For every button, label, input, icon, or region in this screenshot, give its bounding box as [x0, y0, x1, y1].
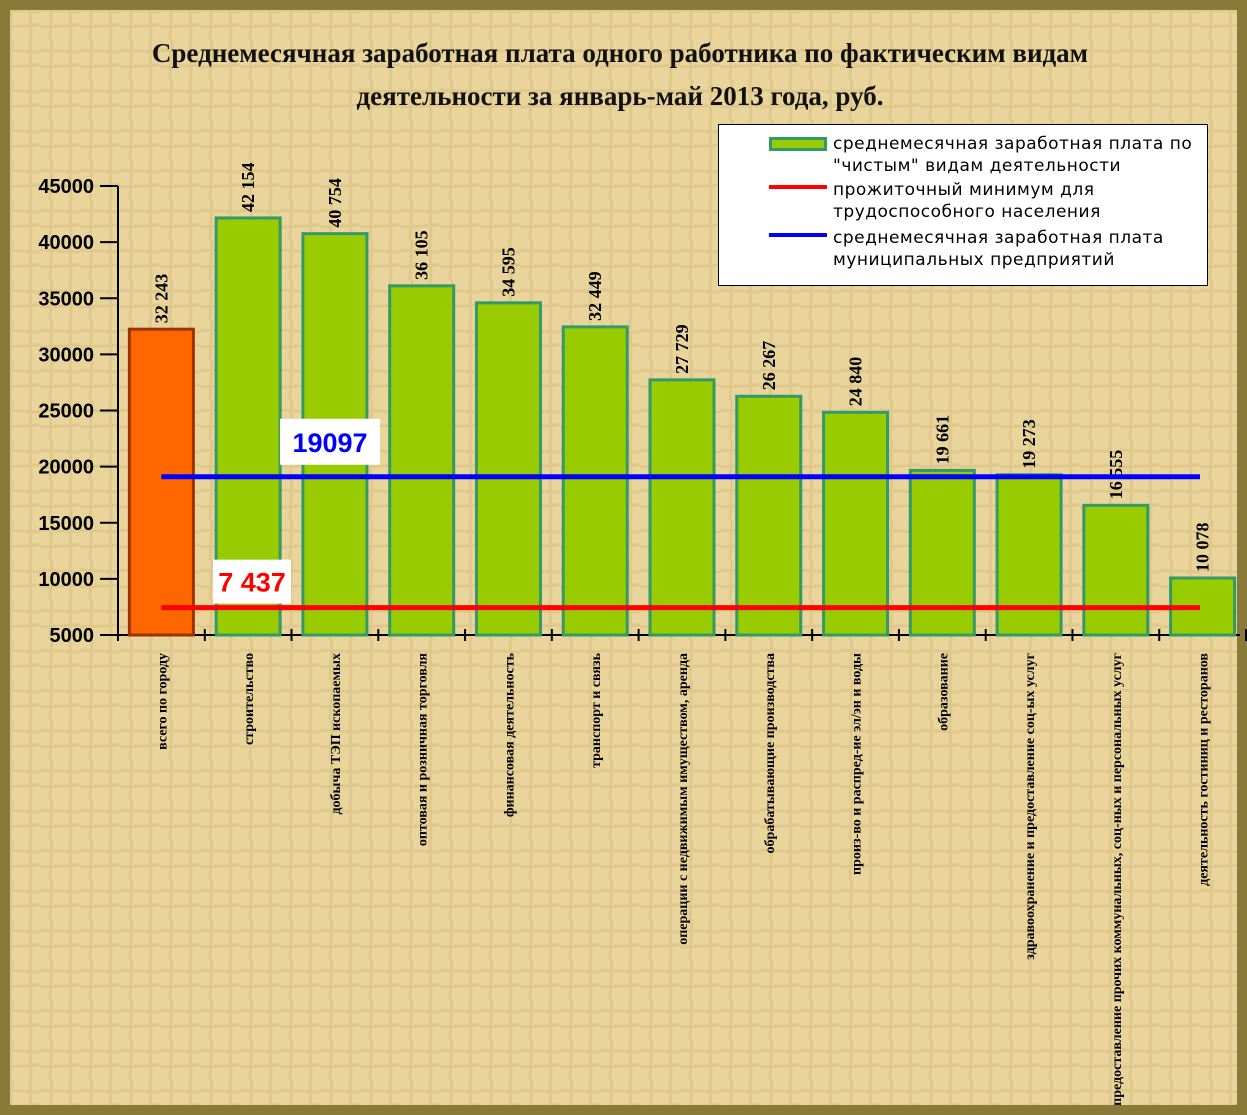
value-label: 42 154 — [238, 162, 258, 212]
y-tick-label: 5000 — [50, 625, 95, 647]
y-tick-label: 15000 — [38, 513, 94, 535]
x-tick-label: транспорт и связь — [589, 652, 604, 768]
y-tick-label: 20000 — [38, 457, 94, 479]
legend-entry: прожиточный минимум для трудоспособного … — [833, 180, 1101, 222]
bar — [648, 378, 716, 637]
value-label: 24 840 — [846, 357, 866, 407]
value-label: 10 078 — [1193, 522, 1213, 572]
x-tick-label: добыча ТЭП ископаемых — [329, 653, 344, 815]
x-tick-label: здравоохранение и предоставление соц-ых … — [1023, 653, 1038, 960]
legend-swatch — [769, 185, 827, 189]
value-label: 40 754 — [325, 178, 345, 228]
x-tick-label: обрабатывающие производства — [763, 653, 778, 853]
y-tick-label: 40000 — [38, 232, 94, 254]
y-tick-label: 25000 — [38, 401, 94, 423]
x-tick-label: произ-во и распред-ие эл/эн и воды — [850, 653, 865, 875]
bar — [995, 473, 1063, 637]
y-tick-label: 10000 — [38, 569, 94, 591]
bar — [822, 410, 890, 637]
bar — [908, 468, 976, 637]
legend-entry: среднемесячная заработная плата по "чист… — [833, 134, 1193, 176]
value-label: 32 243 — [151, 274, 171, 324]
x-tick-label: образование — [936, 653, 951, 731]
bar — [388, 284, 456, 637]
legend-entry: среднемесячная заработная плата муниципа… — [833, 228, 1164, 270]
label-box — [213, 559, 291, 604]
value-label: 32 449 — [585, 271, 605, 321]
y-tick-label: 30000 — [38, 344, 94, 366]
value-label: 27 729 — [672, 324, 692, 374]
value-label: 36 105 — [412, 230, 432, 280]
y-tick-label: 35000 — [38, 288, 94, 310]
line-label: 19097 — [292, 428, 367, 458]
line-label: 7 437 — [218, 568, 286, 598]
x-tick-label: всего по городу — [155, 653, 170, 750]
x-tick-label: оптовая и розничная торговля — [416, 653, 431, 847]
value-label: 26 267 — [759, 341, 779, 391]
x-tick-label: операции с недвижимым имуществом, аренда — [676, 653, 691, 945]
bar — [1082, 503, 1150, 637]
y-tick-label: 45000 — [38, 176, 94, 198]
value-label: 19 661 — [932, 415, 952, 465]
x-tick-label: строительство — [242, 653, 257, 745]
label-box — [280, 418, 380, 465]
legend-swatch — [769, 233, 827, 237]
value-label: 19 273 — [1019, 419, 1039, 469]
bar — [561, 325, 629, 637]
x-tick-label: деятельность гостиниц и ресторанов — [1197, 653, 1212, 886]
chart-title: Среднемесячная заработная плата одного р… — [151, 38, 1089, 111]
bar — [127, 327, 195, 637]
legend: среднемесячная заработная плата по "чист… — [718, 124, 1208, 286]
bar — [735, 394, 803, 637]
legend-swatch — [769, 137, 827, 151]
bar — [474, 301, 542, 637]
value-label: 34 595 — [498, 247, 518, 297]
x-tick-label: финансовая деятельность — [502, 652, 517, 817]
x-tick-label: предоставление прочих коммунальных, соц-… — [1110, 653, 1125, 1106]
